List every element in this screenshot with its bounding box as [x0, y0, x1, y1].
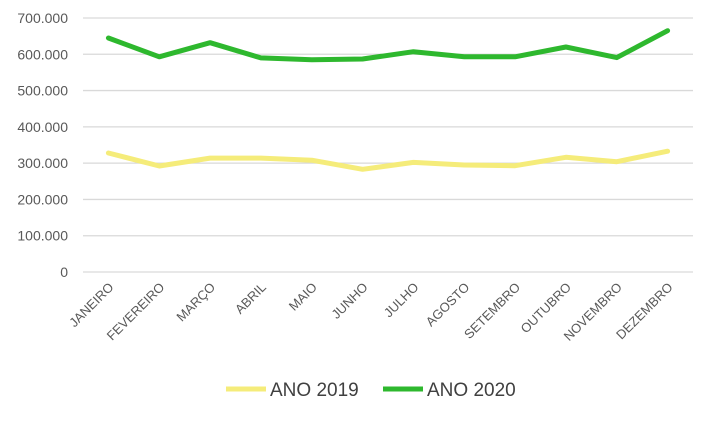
x-tick-label: MARÇO — [173, 280, 218, 325]
series-line-ano-2019 — [105, 148, 671, 172]
y-tick-label: 100.000 — [17, 228, 68, 244]
x-tick-label: ABRIL — [232, 280, 269, 317]
x-tick-label: JUNHO — [328, 280, 370, 322]
y-tick-label: 600.000 — [17, 46, 68, 62]
y-tick-label: 200.000 — [17, 191, 68, 207]
y-tick-label: 400.000 — [17, 119, 68, 135]
y-tick-label: 500.000 — [17, 83, 68, 99]
y-tick-label: 300.000 — [17, 155, 68, 171]
y-axis-tick-labels: 0 100.000 200.000 300.000 400.000 500.000 600.… — [17, 10, 68, 280]
x-tick-label: MAIO — [286, 280, 320, 314]
y-tick-label: 0 — [60, 264, 68, 280]
x-tick-label: AGOSTO — [423, 280, 473, 330]
legend-label-ano-2020: ANO 2020 — [427, 380, 516, 401]
x-tick-label: JULHO — [381, 280, 422, 321]
series-line-ano-2020 — [105, 28, 671, 63]
series-lines — [105, 28, 671, 172]
legend-label-ano-2019: ANO 2019 — [270, 380, 359, 401]
x-tick-label: JANEIRO — [66, 280, 116, 330]
y-tick-label: 700.000 — [17, 10, 68, 26]
legend: ANO 2019 ANO 2020 — [226, 380, 516, 401]
